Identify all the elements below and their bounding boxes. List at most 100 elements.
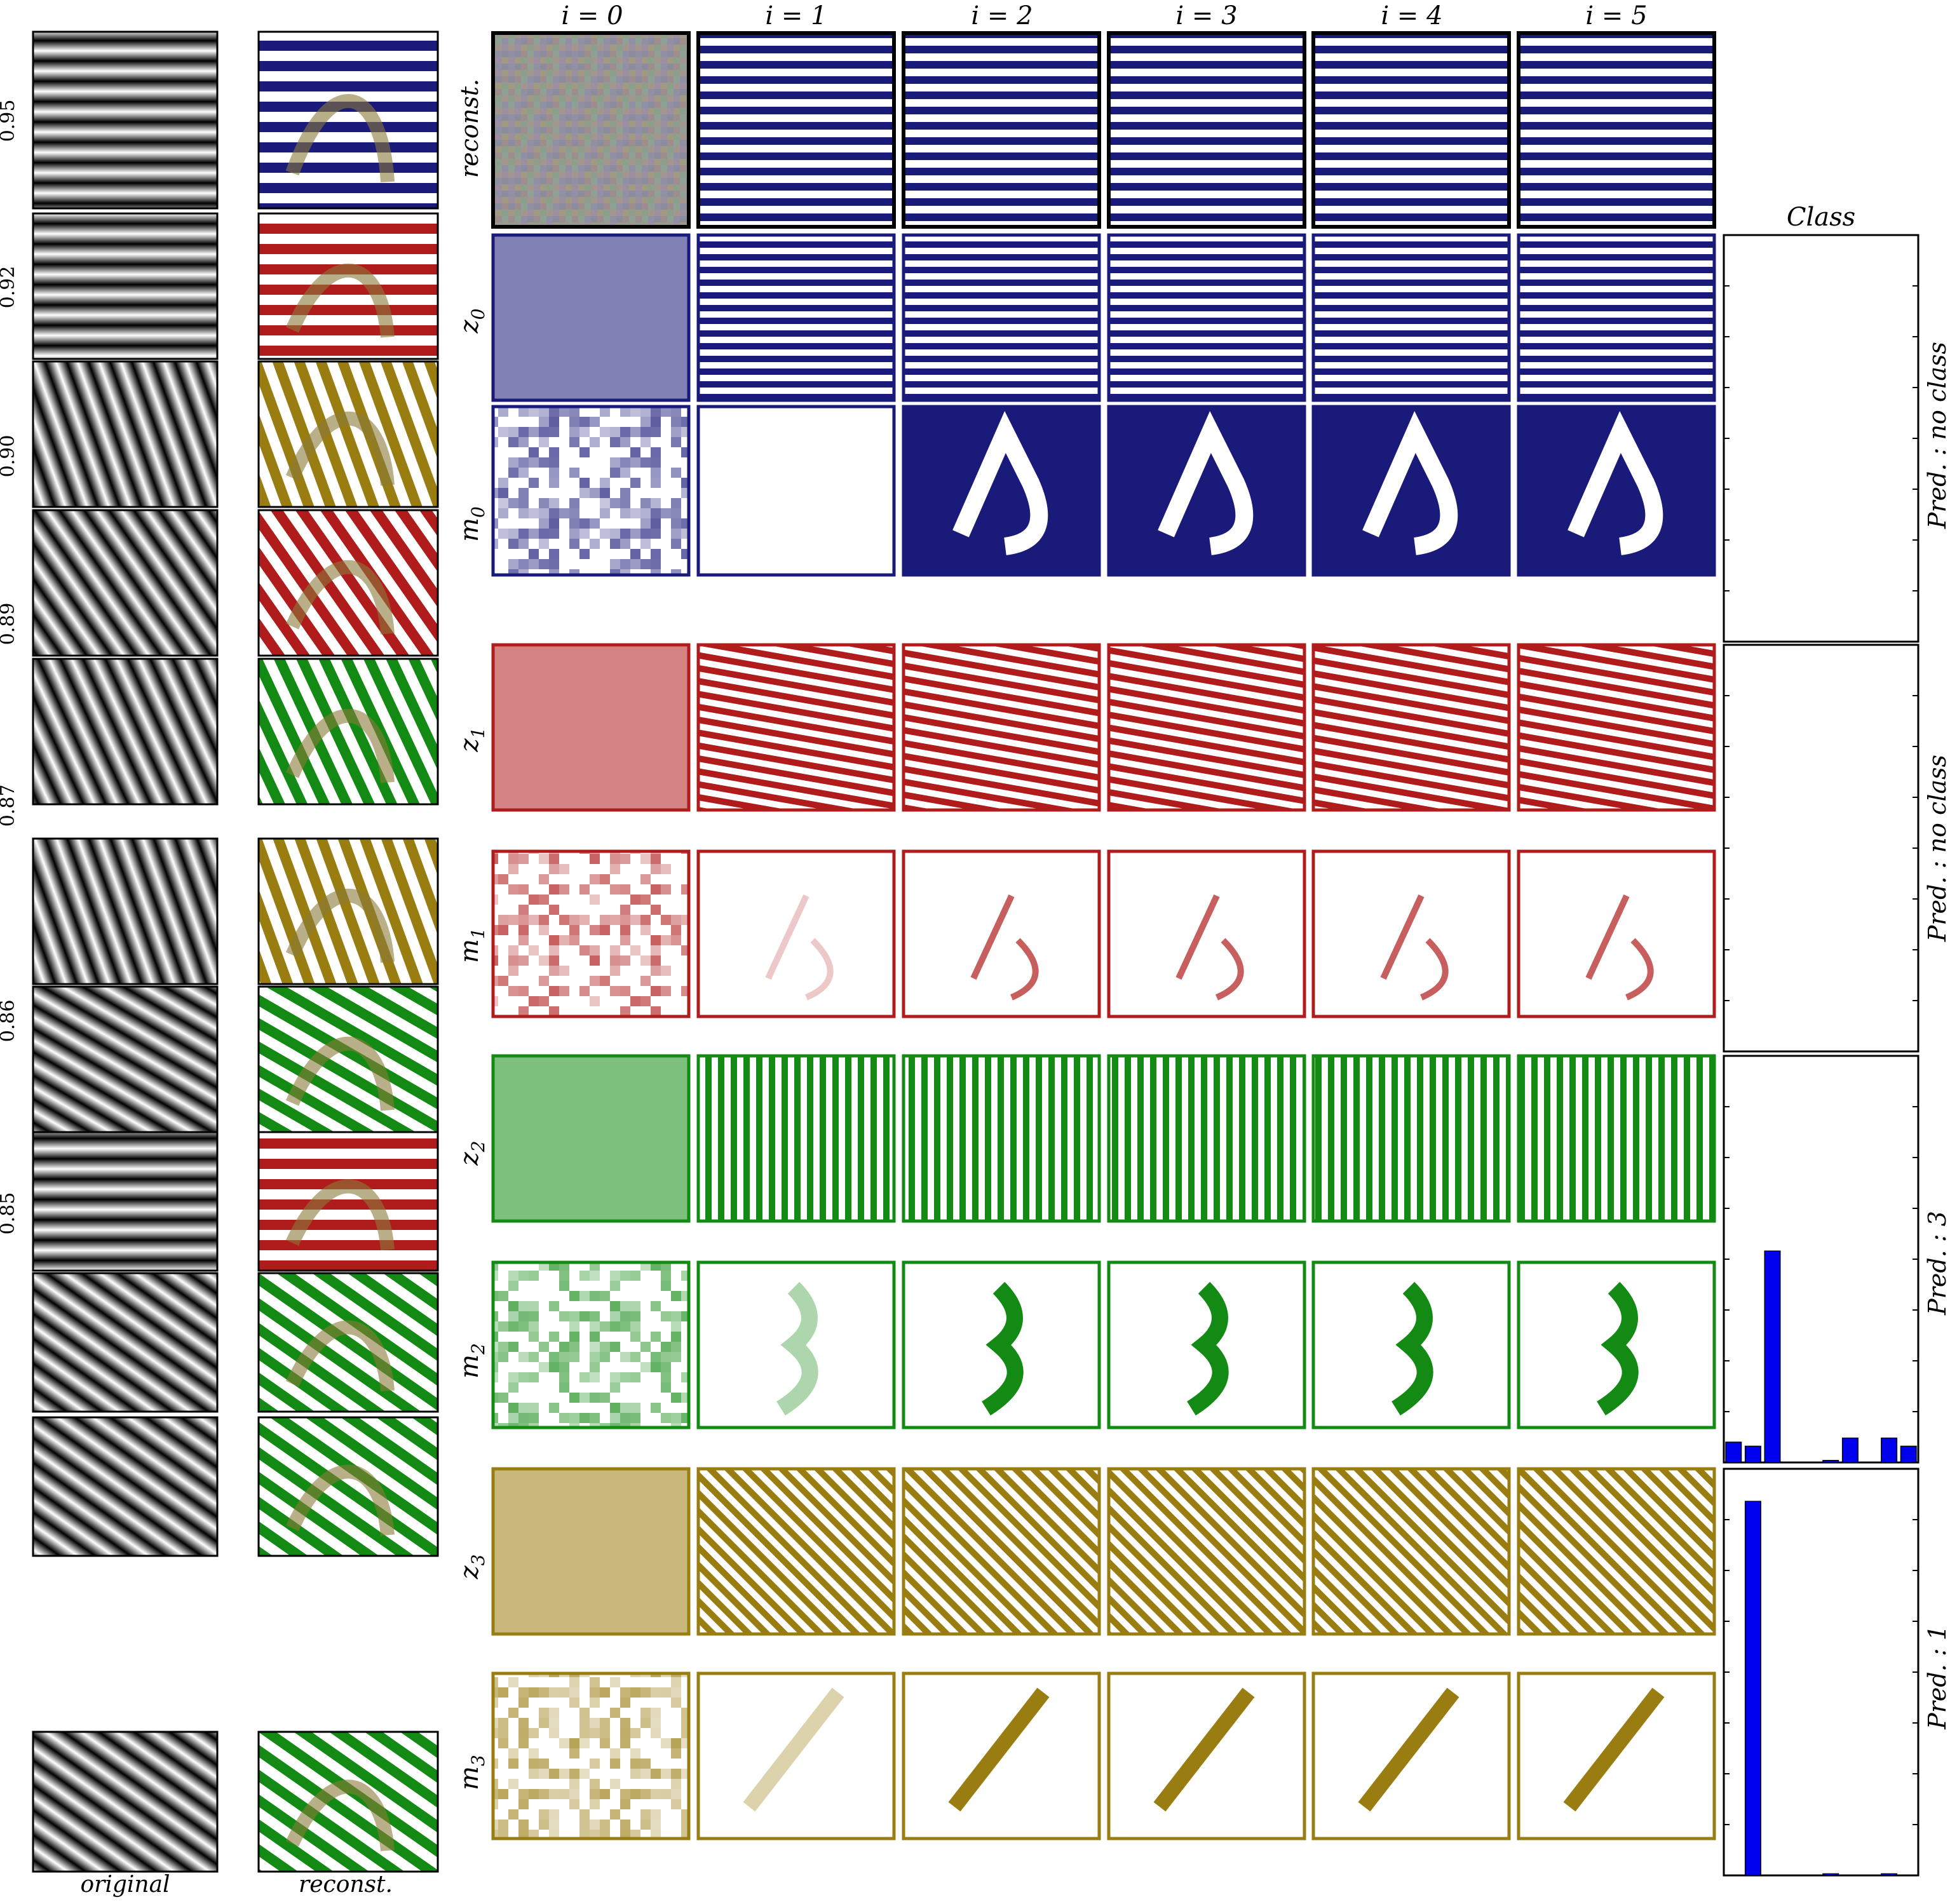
iteration-label: i = 1 [765,1,827,30]
chart-frame [1723,1055,1920,1464]
iteration-label: i = 0 [561,1,623,30]
chart-frame [1723,234,1920,643]
prediction-label: Pred. : 1 [1923,1625,1951,1730]
latent-z-cell [1517,233,1716,402]
latent-z-cell [902,643,1101,812]
mask-m-cell [902,1671,1101,1840]
class-bar [1744,1445,1761,1463]
row-label-z3: z3 [455,1555,489,1580]
score-label: 0.87 [0,785,19,827]
class-probability-chart [1723,1468,1920,1877]
score-labels: 0.95 0.92 0.90 0.89 0.87 0.86 0.85 [0,100,19,1235]
reconstruction-cell [1311,31,1511,229]
mask-m-cell [491,1260,691,1429]
reconstruction-image [257,212,439,360]
mask-m-cell [1311,405,1511,577]
class-panel [1723,234,1920,1877]
class-panel-title: Class [1787,203,1855,232]
reconstruction-image [257,837,439,985]
mask-m-cell [1311,1671,1511,1840]
latent-z-cell [1517,1054,1716,1223]
latent-z-cell [696,1054,896,1223]
latent-z-cell [491,643,691,812]
reconstruction-image [257,1272,439,1413]
iteration-label: i = 4 [1381,1,1442,30]
prediction-label: Pred. : no class [1923,342,1951,529]
class-bar [1744,1501,1761,1876]
latent-z-cell [902,233,1101,402]
score-label: 0.86 [0,1000,19,1043]
caption-original: original [80,1872,170,1898]
class-bar [1764,1250,1781,1463]
mask-m-cell [1311,1260,1511,1429]
latent-z-cell [696,233,896,402]
mask-m-cell [696,1260,896,1429]
row-label-reconst: reconst. [456,79,484,178]
prediction-labels: Pred. : no class Pred. : no class Pred. … [1923,342,1951,1730]
reconstruction-image [257,509,439,657]
reconstruction-image [257,1416,439,1557]
iteration-label: i = 3 [1175,1,1237,30]
prediction-label: Pred. : no class [1923,755,1951,942]
row-label-z1: z1 [455,727,489,753]
row-label-m1: m1 [455,928,489,963]
latent-z-cell [1107,1467,1306,1636]
row-label-z0: z0 [455,309,489,334]
score-label: 0.90 [0,435,19,478]
latent-z-cell [1311,1054,1511,1223]
latent-z-cell [696,643,896,812]
reconstruction-image [257,1731,439,1873]
mask-m-cell [696,849,896,1018]
reconstruction-cell [902,31,1101,229]
row-label-m3: m3 [455,1755,489,1790]
mask-m-cell [491,849,691,1018]
class-probability-chart [1723,234,1920,643]
latent-z-cell [1517,1467,1716,1636]
chart-frame [1723,644,1920,1053]
class-probability-chart [1723,1055,1920,1464]
score-label: 0.89 [0,603,19,645]
score-label: 0.85 [0,1192,19,1235]
mask-m-cell [491,405,691,577]
class-bar [1900,1445,1917,1463]
score-label: 0.92 [0,266,19,309]
mask-m-cell [902,1260,1101,1429]
iteration-grid [491,31,1716,1840]
latent-z-cell [1311,1467,1511,1636]
original-image [32,1131,219,1272]
latent-z-cell [1107,233,1306,402]
mask-m-cell [1517,1671,1716,1840]
class-bar [1841,1437,1859,1463]
latent-z-cell [491,1467,691,1636]
score-label: 0.95 [0,100,19,142]
iteration-labels: i = 0 i = 1 i = 2 i = 3 i = 4 i = 5 [561,1,1647,30]
row-label-m2: m2 [455,1343,489,1379]
reconstruction-image [257,985,439,1133]
original-image [32,360,219,508]
reconstruction-image [257,30,439,210]
class-bar [1881,1873,1898,1876]
class-bar [1822,1873,1839,1876]
original-image [32,509,219,657]
latent-z-cell [696,1467,896,1636]
reconstruction-cell [1107,31,1306,229]
latent-z-cell [1311,643,1511,812]
caption-reconst: reconst. [299,1872,393,1898]
reconstruction-image [257,1131,439,1272]
original-image [32,837,219,985]
latent-z-cell [491,233,691,402]
reconstruction-cell [696,31,896,229]
row-label-m0: m0 [455,506,489,542]
class-bar [1725,1442,1742,1463]
original-image [32,1731,219,1873]
mask-m-cell [1107,405,1306,577]
original-image [32,1416,219,1557]
mask-m-cell [1107,1671,1306,1840]
class-bar [1881,1437,1898,1463]
reconstruction-cell [1517,31,1716,229]
row-labels: reconst. z0 m0 z1 m1 z2 m2 z3 m3 [455,79,489,1790]
latent-z-cell [1311,233,1511,402]
iteration-label: i = 5 [1585,1,1647,30]
mask-m-cell [902,849,1101,1018]
